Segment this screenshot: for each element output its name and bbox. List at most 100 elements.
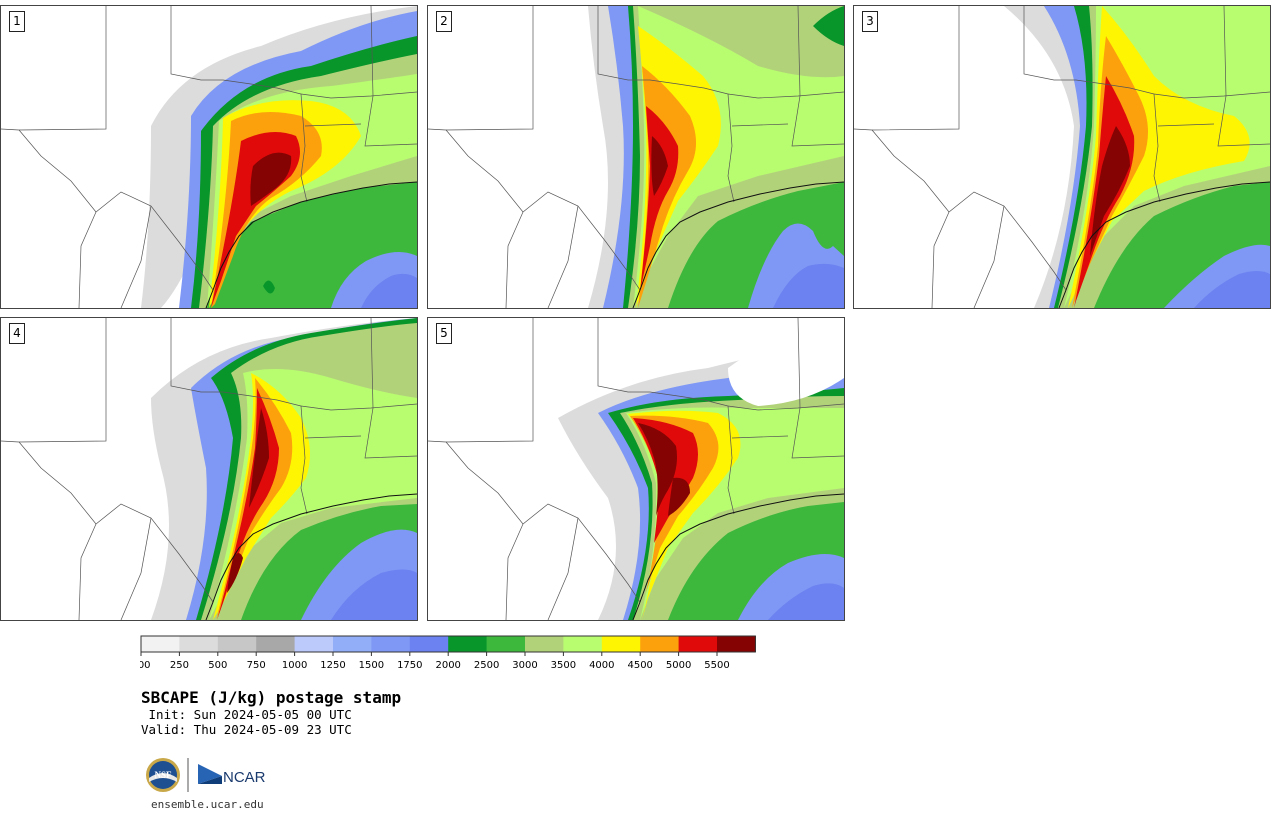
colorbar-swatch (371, 636, 411, 652)
nsf-logo: NSF (146, 758, 180, 792)
colorbar-swatch (563, 636, 603, 652)
state-border (364, 318, 417, 459)
state-border (505, 523, 524, 620)
sbcape-map-2 (428, 6, 844, 308)
state-border (1, 440, 214, 603)
state-border (547, 205, 579, 308)
colorbar-tick-label: 3000 (512, 660, 537, 671)
state-border (300, 91, 417, 99)
cape-contour-region (263, 280, 275, 294)
state-border (364, 6, 417, 147)
state-border (428, 128, 641, 291)
colorbar-tick-label: 750 (247, 660, 266, 671)
state-border (727, 405, 735, 515)
map-panel-1: 1 (0, 5, 418, 309)
cape-contour-region (1194, 271, 1270, 308)
cape-contour-region (227, 553, 243, 593)
colorbar-swatch (486, 636, 526, 652)
state-border (1157, 123, 1215, 127)
state-border (1153, 93, 1161, 203)
panel-number: 4 (9, 323, 25, 344)
cape-contour-region (773, 263, 844, 308)
state-border (1, 128, 214, 291)
cape-contour-region (768, 583, 844, 620)
state-border (304, 123, 362, 127)
colorbar-tick-label: 1750 (397, 660, 422, 671)
state-border (300, 405, 308, 515)
coastline (632, 493, 844, 620)
colorbar-tick-label: 250 (170, 660, 189, 671)
cape-contour-region (668, 477, 690, 516)
state-border (445, 318, 534, 443)
panel-number: 5 (436, 323, 452, 344)
ncar-logo-text: NCAR (223, 769, 266, 786)
state-border (120, 517, 152, 620)
sbcape-map-3 (854, 6, 1270, 308)
panel-number: 2 (436, 11, 452, 32)
coastline (205, 181, 417, 308)
cape-contour-region (728, 327, 844, 406)
cape-contour-region (250, 152, 292, 206)
coastline (205, 493, 417, 620)
nsf-logo-text: NSF (154, 770, 172, 780)
state-border (547, 517, 579, 620)
cape-contour-region (179, 11, 417, 308)
state-border (854, 128, 1067, 291)
colorbar-tick-label: 1000 (282, 660, 307, 671)
state-border (120, 205, 152, 308)
colorbar-swatch (601, 636, 641, 652)
state-border (727, 93, 735, 203)
colorbar-tick-label: 500 (208, 660, 227, 671)
colorbar-swatch (333, 636, 372, 652)
map-panel-5: 5 (427, 317, 845, 621)
cape-contour-region (141, 6, 417, 308)
colorbar-legend: 100 250 500 750 1000 1250 1500 1750 2000 2500 3000… (140, 635, 756, 671)
state-border (18, 318, 107, 443)
coastline (632, 181, 844, 308)
state-border (445, 6, 534, 131)
state-border (727, 91, 844, 99)
state-border (871, 6, 960, 131)
colorbar-tick-label: 2500 (474, 660, 499, 671)
cape-contour-region (651, 136, 668, 196)
colorbar-tick-label: 3500 (551, 660, 576, 671)
colorbar-swatch (717, 636, 756, 652)
cape-contour-region (638, 423, 677, 516)
map-panel-2: 2 (427, 5, 845, 309)
state-border (1153, 91, 1270, 99)
coastline (1058, 181, 1270, 308)
sbcape-map-4 (1, 318, 417, 620)
map-panel-4: 4 (0, 317, 418, 621)
state-border (1023, 6, 1155, 95)
colorbar-tick-label: 4000 (589, 660, 614, 671)
state-border (300, 403, 417, 411)
state-border (428, 440, 641, 603)
colorbar-swatch (179, 636, 219, 652)
state-border (505, 211, 524, 308)
sbcape-map-1 (1, 6, 417, 308)
state-border (78, 523, 97, 620)
colorbar-swatch (409, 636, 449, 652)
nsf-ncar-logos: NSF NCAR (146, 758, 266, 792)
state-border (931, 211, 950, 308)
panel-number: 1 (9, 11, 25, 32)
colorbar-swatch (640, 636, 680, 652)
colorbar-tick-label: 5500 (704, 660, 729, 671)
cape-contour-region (249, 408, 269, 508)
colorbar-swatch (217, 636, 257, 652)
sbcape-map-5 (428, 318, 844, 620)
cape-contour-region (1090, 126, 1130, 256)
cape-contour-region (361, 273, 417, 308)
state-border (304, 435, 362, 439)
state-border (18, 6, 107, 131)
state-border (973, 205, 1005, 308)
init-time: Init: Sun 2024-05-05 00 UTC (141, 707, 352, 722)
state-border (170, 6, 302, 95)
colorbar-tick-label: 5000 (666, 660, 691, 671)
state-border (597, 318, 729, 407)
cape-contour-region (331, 569, 417, 620)
colorbar-swatch (448, 636, 488, 652)
cape-contour-region (638, 106, 679, 308)
state-border (731, 435, 789, 439)
panel-number: 3 (862, 11, 878, 32)
